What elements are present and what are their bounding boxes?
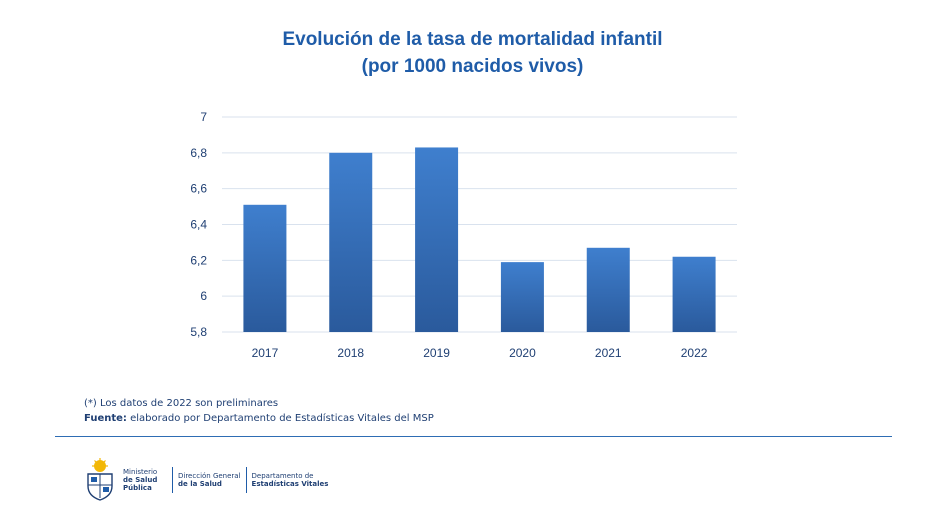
bar-chart: 5,8 6 6,2 6,4 6,6 6,8 7 2017 2018 2019 2020 2021 202… [190,110,737,360]
y-tick-label: 6 [200,289,207,303]
direction-line1: Dirección General [178,472,241,480]
bar-2018 [329,152,373,332]
x-tick-label: 2019 [423,346,450,360]
preliminary-note: (*) Los datos de 2022 son preliminares [84,398,279,409]
y-tick-label: 6,4 [190,218,207,232]
ministry-line1: Ministerio [123,468,158,476]
direction-line2: de la Salud [178,480,222,488]
bar-2021 [586,247,630,332]
source-note: Fuente: elaborado por Departamento de Es… [84,413,434,424]
footer-separator [245,467,247,493]
footer-divider [55,436,892,437]
x-tick-label: 2022 [681,346,708,360]
y-tick-label: 6,8 [190,146,207,160]
chart-title-line1: Evolución de la tasa de mortalidad infan… [282,29,663,50]
national-coat-of-arms-icon [87,458,113,501]
ministry-line3: Pública [123,484,152,492]
x-tick-label: 2021 [595,346,622,360]
y-tick-label: 6,2 [190,253,207,267]
source-label: Fuente: [84,413,127,424]
y-tick-label: 7 [200,110,207,124]
x-tick-label: 2020 [509,346,536,360]
ministry-line2: de Salud [123,476,158,484]
bar-2020 [500,262,544,332]
ministry-name: Ministerio de Salud Pública [123,468,167,492]
department-line2: Estadísticas Vitales [251,480,329,488]
x-tick-label: 2018 [337,346,364,360]
y-tick-label: 6,6 [190,182,207,196]
y-tick-label: 5,8 [190,325,207,339]
footer-separator [172,467,173,493]
bar-2019 [415,147,459,332]
department-name: Departamento de Estadísticas Vitales [252,472,329,488]
direction-name: Dirección General de la Salud [178,472,241,488]
x-tick-label: 2017 [252,346,279,360]
bar-2022 [672,256,716,332]
bar-2017 [243,204,287,332]
chart-title-line2: (por 1000 nacidos vivos) [361,56,584,77]
footer-logos: Ministerio de Salud Pública Dirección Ge… [83,455,328,505]
source-text: elaborado por Departamento de Estadístic… [126,413,434,424]
department-line1: Departamento de [251,472,314,480]
